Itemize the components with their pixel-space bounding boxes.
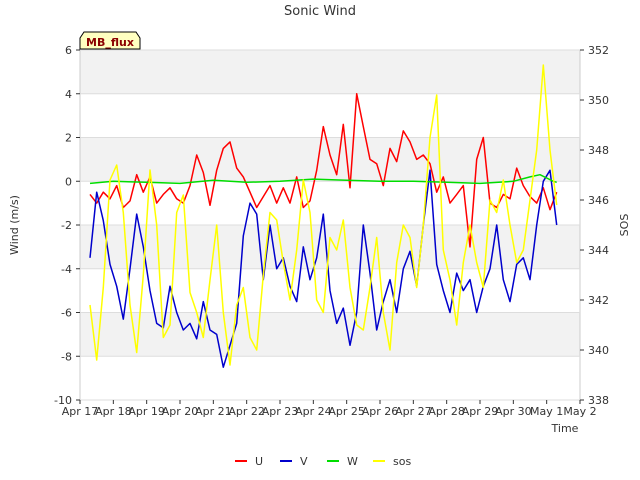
series-line-sos <box>89 64 558 366</box>
series-line-u <box>89 93 558 248</box>
series-line-w <box>89 173 557 185</box>
y-tick-label: 0 <box>65 175 72 188</box>
plot-background-bands <box>80 50 580 400</box>
x-tick-label: Apr 18 <box>95 405 132 418</box>
badge-label: MB_flux <box>86 36 134 49</box>
series-line-v <box>89 169 558 368</box>
mb-flux-badge: MB_flux <box>79 31 141 50</box>
series-lines <box>89 64 558 368</box>
legend-label-u: U <box>255 455 263 468</box>
x-tick-label: May 1 <box>530 405 563 418</box>
y-axis-title: Wind (m/s) <box>8 195 21 255</box>
y2-tick-label: 346 <box>588 194 609 207</box>
x-axis-title: Time <box>551 422 579 435</box>
x-tick-label: Apr 22 <box>228 405 265 418</box>
y-axis-ticks: -10 -8 -6 -4 -2 0 2 4 6 <box>54 44 80 407</box>
y-tick-label: -10 <box>54 394 72 407</box>
y2-tick-label: 342 <box>588 294 609 307</box>
background-band <box>80 137 580 182</box>
y2-tick-label: 348 <box>588 144 609 157</box>
x-tick-label: Apr 19 <box>128 405 165 418</box>
x-tick-label: May 2 <box>563 405 596 418</box>
y-tick-label: -2 <box>61 219 72 232</box>
legend-label-w: W <box>347 455 358 468</box>
y-tick-label: -4 <box>61 263 72 276</box>
background-band <box>80 50 580 94</box>
x-tick-label: Apr 20 <box>162 405 199 418</box>
y2-tick-label: 344 <box>588 244 609 257</box>
x-tick-label: Apr 24 <box>295 405 332 418</box>
x-tick-label: Apr 26 <box>362 405 399 418</box>
x-tick-label: Apr 28 <box>428 405 465 418</box>
x-tick-label: Apr 23 <box>262 405 299 418</box>
x-tick-label: Apr 21 <box>195 405 232 418</box>
x-tick-label: Apr 29 <box>462 405 499 418</box>
chart-title: Sonic Wind <box>284 4 356 19</box>
legend-label-v: V <box>300 455 308 468</box>
background-band <box>80 225 580 269</box>
y2-tick-label: 350 <box>588 94 609 107</box>
background-band <box>80 356 580 400</box>
y-tick-label: 4 <box>65 88 72 101</box>
y-tick-label: -6 <box>61 307 72 320</box>
y2-axis-ticks: 338 340 342 344 346 348 350 352 <box>580 44 609 407</box>
background-band <box>80 312 580 357</box>
y2-tick-label: 338 <box>588 394 609 407</box>
y2-tick-label: 352 <box>588 44 609 57</box>
y2-axis-title: SOS <box>618 214 631 237</box>
x-tick-label: Apr 30 <box>495 405 532 418</box>
legend-label-sos: sos <box>393 455 411 468</box>
y-tick-label: -8 <box>61 350 72 363</box>
x-tick-label: Apr 17 <box>62 405 99 418</box>
background-band <box>80 181 580 225</box>
background-band <box>80 93 580 138</box>
y2-tick-label: 340 <box>588 344 609 357</box>
y-tick-label: 2 <box>65 132 72 145</box>
badge-shape <box>79 31 141 50</box>
x-tick-label: Apr 25 <box>328 405 365 418</box>
y-tick-label: 6 <box>65 44 72 57</box>
x-tick-label: Apr 27 <box>395 405 432 418</box>
